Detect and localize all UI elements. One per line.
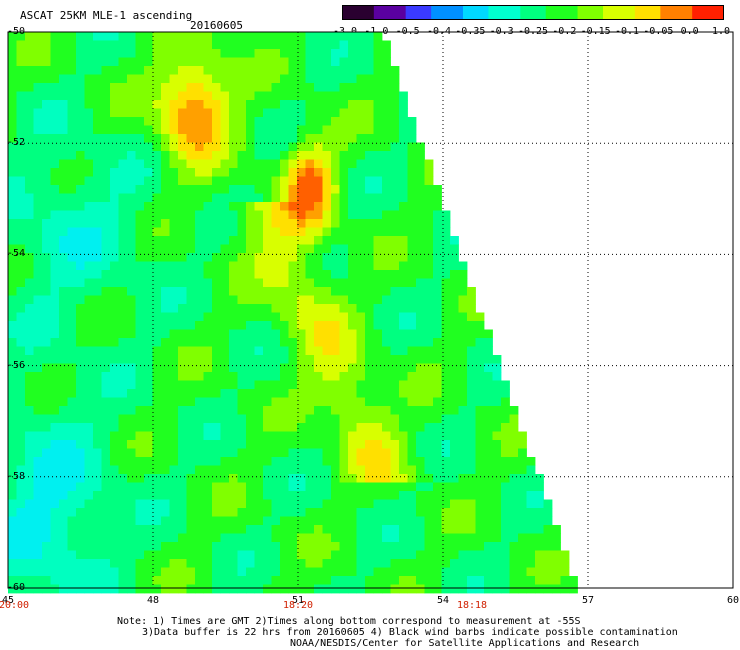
latitude-label: -50 [7,26,26,37]
pass-time-label: 18:18 [456,600,488,611]
longitude-label: 57 [581,595,595,606]
latitude-label: -52 [7,137,26,149]
pass-time-label: 18:20 [282,600,314,611]
map-date: 20160605 [190,19,243,32]
pass-time-label: 20:00 [0,600,30,611]
latitude-label: -56 [7,359,26,371]
note-line-1: Note: 1) Times are GMT 2)Times along bot… [117,616,581,627]
longitude-label: 60 [726,595,740,606]
colorbar [342,5,724,20]
note-line-3: NOAA/NESDIS/Center for Satellite Applica… [290,638,640,649]
longitude-label: 45 [1,595,15,606]
latitude-label: -60 [7,582,26,593]
longitude-label: 48 [146,595,160,606]
map-title: ASCAT 25KM MLE-1 ascending [20,9,193,22]
data-field [8,32,578,594]
note-line-2: 3)Data buffer is 22 hrs from 20160605 4)… [142,627,678,638]
map-frame [7,31,734,589]
latitude-label: -54 [7,248,26,260]
latitude-label: -58 [7,470,26,482]
longitude-label: 54 [436,595,450,606]
longitude-label: 51 [291,595,305,606]
